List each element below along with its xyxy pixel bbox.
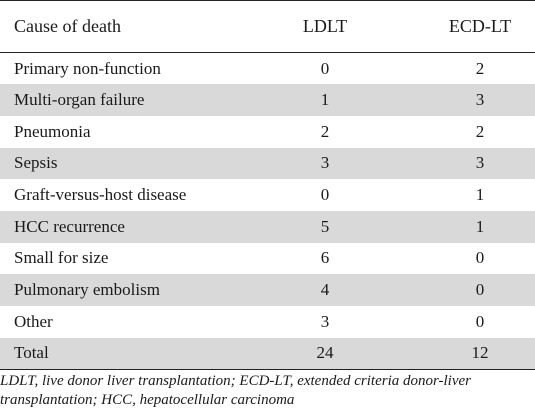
footnote-line-1: LDLT, live donor liver transplantation; … — [0, 373, 472, 389]
table-row: Pulmonary embolism 4 0 — [0, 274, 535, 306]
cell-ecd-lt: 0 — [425, 274, 535, 306]
cell-ldlt: 4 — [225, 274, 425, 306]
cell-ecd-lt: 2 — [475, 58, 485, 78]
cell-cause: Graft-versus-host disease — [14, 185, 187, 205]
cause-of-death-table: Cause of death LDLT ECD-LT Primary non-f… — [0, 0, 535, 370]
footnote-line-2: transplantation; HCC, hepatocellular car… — [0, 392, 295, 408]
table-row: Pneumonia 2 2 — [0, 116, 535, 148]
cell-ecd-lt: 0 — [475, 248, 485, 268]
cell-ecd-lt: 12 — [425, 337, 535, 370]
cell-ecd-lt: 1 — [425, 210, 535, 243]
cell-ldlt: 2 — [320, 121, 330, 141]
table-footnote: LDLT, live donor liver transplantation; … — [0, 372, 535, 410]
table-row-total: Total 24 12 — [0, 337, 535, 370]
cell-ldlt: 0 — [320, 185, 330, 205]
header-ldlt: LDLT — [225, 0, 425, 53]
cell-cause: Sepsis — [0, 147, 225, 180]
cell-ecd-lt: 2 — [475, 121, 485, 141]
cell-cause: Total — [0, 337, 225, 370]
table-row: Graft-versus-host disease 0 1 — [0, 179, 535, 211]
cell-ldlt: 24 — [225, 337, 425, 370]
cell-cause: Primary non-function — [14, 58, 161, 78]
header-ecd-lt: ECD-LT — [425, 0, 535, 53]
cell-ecd-lt: 3 — [425, 84, 535, 116]
table-row: Primary non-function 0 2 — [0, 53, 535, 85]
cell-ldlt: 0 — [320, 58, 330, 78]
cell-ecd-lt: 1 — [475, 185, 485, 205]
cell-ldlt: 3 — [225, 147, 425, 180]
table-row: Sepsis 3 3 — [0, 147, 535, 180]
cell-ldlt: 6 — [320, 248, 330, 268]
cell-cause: Pulmonary embolism — [0, 274, 225, 306]
cell-cause: Small for size — [14, 248, 109, 268]
header-cause-of-death: Cause of death — [0, 0, 225, 53]
cell-cause: Multi-organ failure — [0, 84, 225, 116]
cell-ldlt: 1 — [225, 84, 425, 116]
cause-of-death-table-container: Cause of death LDLT ECD-LT Primary non-f… — [0, 0, 535, 370]
cell-ldlt: 3 — [320, 311, 330, 331]
cell-cause: Pneumonia — [14, 121, 91, 141]
table-header-row: Cause of death LDLT ECD-LT — [0, 0, 535, 53]
table-row: Small for size 6 0 — [0, 243, 535, 275]
cell-cause: HCC recurrence — [0, 210, 225, 243]
cell-ecd-lt: 3 — [425, 147, 535, 180]
table-row: Multi-organ failure 1 3 — [0, 84, 535, 116]
table-row: Other 3 0 — [0, 306, 535, 338]
cell-cause: Other — [14, 311, 53, 331]
table-row: HCC recurrence 5 1 — [0, 210, 535, 243]
cell-ldlt: 5 — [225, 210, 425, 243]
cell-ecd-lt: 0 — [475, 311, 485, 331]
